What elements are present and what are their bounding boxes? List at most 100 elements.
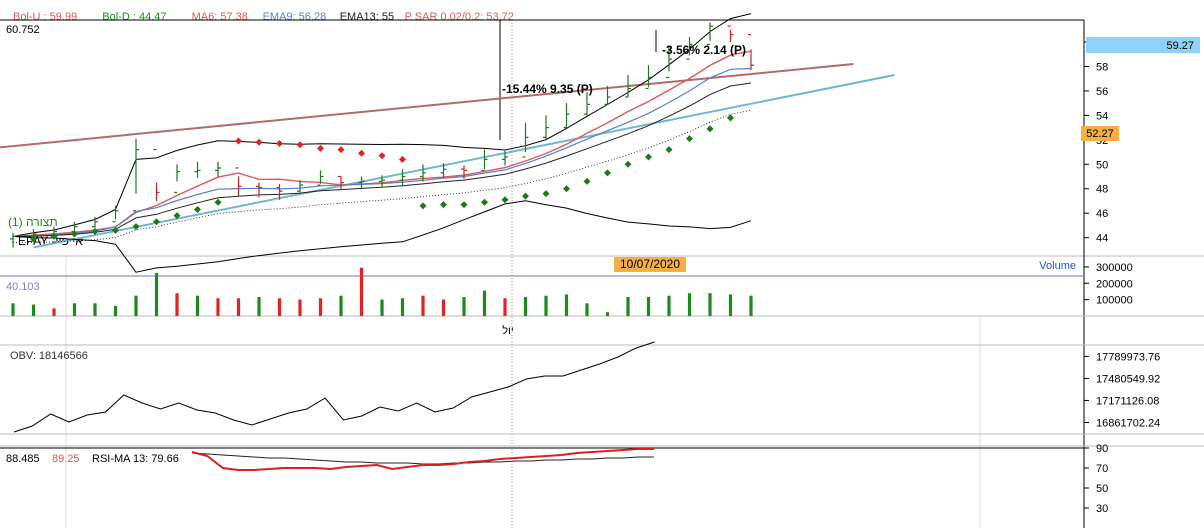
volume-bar xyxy=(728,294,733,316)
ohlc-bar[interactable] xyxy=(71,221,78,233)
ohlc-bar[interactable] xyxy=(379,175,385,188)
rsi-value: 88.485 xyxy=(6,453,40,465)
ohlc-bar[interactable] xyxy=(30,229,37,243)
trendline-blue[interactable] xyxy=(33,74,895,249)
volume-bar xyxy=(113,305,118,316)
ohlc-bar[interactable] xyxy=(194,161,201,178)
sar-point-green xyxy=(624,160,632,168)
ohlc-bar[interactable] xyxy=(51,226,57,238)
watermark: (1) תצורה xyxy=(8,215,58,229)
sar-point-green xyxy=(194,206,201,214)
volume-bar xyxy=(72,303,77,316)
ohlc-bar[interactable] xyxy=(92,216,98,228)
obv-panel[interactable]: 17789973.76 17480549.92 17171126.08 1686170… xyxy=(0,341,1204,435)
sar-point-red xyxy=(337,146,345,154)
last-price-box xyxy=(1086,37,1200,53)
ohlc-bar[interactable] xyxy=(399,169,406,187)
volume-bar xyxy=(380,299,384,316)
rsi-title: RSI-MA 13: 79.66 xyxy=(92,453,179,465)
ohlc-bar[interactable] xyxy=(584,92,590,116)
ohlc-bar[interactable] xyxy=(440,163,447,178)
ohlc-bar[interactable] xyxy=(686,37,693,60)
volume-bar xyxy=(708,293,712,316)
sar-point-green xyxy=(563,185,570,193)
ohlc-bar[interactable] xyxy=(666,46,672,79)
rsi-ma-line[interactable] xyxy=(191,452,654,465)
ohlc-bar[interactable] xyxy=(215,161,221,177)
ohlc-bar[interactable] xyxy=(707,22,713,46)
ohlc-bar[interactable] xyxy=(317,170,324,186)
volume-bar xyxy=(257,296,261,316)
ohlc-bar[interactable] xyxy=(625,75,631,98)
price-tick-label: 44 xyxy=(1096,233,1108,245)
sar-point-green xyxy=(501,196,509,204)
ohlc-bar[interactable] xyxy=(481,149,488,172)
ohlc-bar[interactable] xyxy=(645,65,652,90)
ohlc-bar[interactable] xyxy=(256,182,262,198)
sar-point-red xyxy=(255,138,263,146)
volume-bar xyxy=(749,295,753,316)
volume-bar xyxy=(667,295,671,316)
ohlc-bar[interactable] xyxy=(461,165,467,179)
ema-dotted-line xyxy=(12,109,752,243)
volume-bar xyxy=(441,299,446,316)
volume-bar xyxy=(359,267,364,316)
sar-point-green xyxy=(460,201,468,209)
ohlc-bar[interactable] xyxy=(112,205,119,223)
ohlc-bar[interactable] xyxy=(297,180,303,193)
sar-point-red xyxy=(358,149,365,157)
sar-point-green xyxy=(686,135,693,143)
sar-point-green xyxy=(583,177,591,185)
obv-title: OBV: 18146566 xyxy=(10,350,88,362)
obv-line[interactable] xyxy=(13,341,655,433)
ohlc-bar[interactable] xyxy=(502,150,508,166)
volume-bar xyxy=(626,296,630,316)
volume-bar xyxy=(687,293,692,316)
volume-bar xyxy=(421,295,425,316)
sar-point-green xyxy=(481,198,488,206)
ohlc-bar[interactable] xyxy=(748,34,754,71)
ohlc-bar[interactable] xyxy=(604,86,611,105)
obv-tick-label: 17480549.92 xyxy=(1096,373,1160,385)
date-label-box xyxy=(614,257,686,272)
sar-point-green xyxy=(132,223,140,231)
price-tick-label: 48 xyxy=(1096,184,1108,196)
volume-title: Volume xyxy=(1039,260,1076,272)
rsi-tick-label: 30 xyxy=(1096,503,1108,515)
ohlc-bar[interactable] xyxy=(543,115,549,140)
sar-point-green xyxy=(604,169,611,177)
ohlc-bar[interactable] xyxy=(133,138,139,212)
price-panel[interactable]: 60.752 (1) תצורה EPAY -אי פיי 4446485052… xyxy=(0,13,1204,528)
trendline-red[interactable] xyxy=(0,63,854,152)
volume-bar xyxy=(134,295,138,316)
ohlc-bar[interactable] xyxy=(358,176,365,189)
ohlc-bar[interactable] xyxy=(235,167,242,197)
sar-point-red xyxy=(296,141,304,149)
sar-point-green xyxy=(522,192,529,200)
rsi-line[interactable] xyxy=(191,448,654,471)
volume-bar xyxy=(339,295,343,316)
ohlc-bar[interactable] xyxy=(522,122,529,158)
ohlc-bar[interactable] xyxy=(174,164,180,194)
volume-tick-label: 200000 xyxy=(1096,278,1133,290)
ohlc-bar[interactable] xyxy=(276,183,283,200)
rsi-tick-label: 50 xyxy=(1096,483,1108,495)
volume-tick-label: 300000 xyxy=(1096,262,1133,274)
ohlc-bar[interactable] xyxy=(727,25,734,43)
ohlc-bar[interactable] xyxy=(10,232,16,248)
price-tick-label: 56 xyxy=(1096,86,1108,98)
rsi-panel[interactable]: 30 50 70 90 88.485 89.25 RSI-MA 13: 79.66 xyxy=(0,443,1204,515)
volume-panel[interactable]: 100000 200000 300000 40.103 Volume 10/07/2… xyxy=(0,257,1204,337)
sar-point-green xyxy=(440,201,447,209)
ohlc-bar[interactable] xyxy=(338,175,344,190)
volume-left-value: 40.103 xyxy=(6,281,40,293)
ohlc-bar[interactable] xyxy=(420,164,426,182)
ohlc-bar[interactable] xyxy=(153,149,160,201)
ohlc-bar[interactable] xyxy=(563,103,570,129)
month-label: יול xyxy=(502,324,514,337)
price-tick-label: 46 xyxy=(1096,208,1108,220)
volume-bar xyxy=(564,294,569,316)
sar-point-green xyxy=(71,230,78,238)
right-marker-box xyxy=(1081,126,1119,141)
